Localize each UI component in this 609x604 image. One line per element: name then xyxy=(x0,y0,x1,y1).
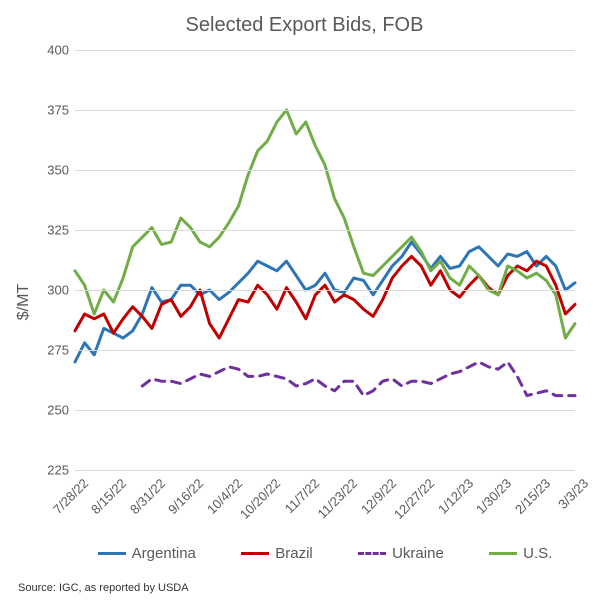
x-tick-label: 8/15/22 xyxy=(83,470,130,517)
x-tick-label: 2/15/23 xyxy=(506,470,553,517)
y-tick-label: 325 xyxy=(47,223,69,238)
y-tick-label: 300 xyxy=(47,283,69,298)
legend-item-u-s-: U.S. xyxy=(489,545,552,562)
legend-swatch xyxy=(358,552,386,555)
x-tick-label: 12/27/22 xyxy=(385,470,437,522)
legend-swatch xyxy=(98,552,126,555)
gridline xyxy=(75,410,575,411)
x-tick-label: 1/12/23 xyxy=(429,470,476,517)
legend: Argentina Brazil Ukraine U.S. xyxy=(75,545,575,562)
y-tick-label: 275 xyxy=(47,343,69,358)
y-tick-label: 225 xyxy=(47,463,69,478)
x-tick-label: 9/16/22 xyxy=(160,470,207,517)
series-line-u-s- xyxy=(75,110,575,338)
y-tick-label: 250 xyxy=(47,403,69,418)
legend-label: U.S. xyxy=(523,545,552,562)
y-tick-label: 350 xyxy=(47,163,69,178)
legend-item-ukraine: Ukraine xyxy=(358,545,444,562)
series-line-argentina xyxy=(75,242,575,362)
x-tick-label: 10/20/22 xyxy=(232,470,284,522)
legend-swatch xyxy=(489,552,517,555)
plot-area: 2252502753003253503754007/28/228/15/228/… xyxy=(75,50,575,470)
chart-title: Selected Export Bids, FOB xyxy=(0,14,609,37)
gridline xyxy=(75,290,575,291)
x-tick-label: 3/3/23 xyxy=(549,470,591,512)
legend-item-brazil: Brazil xyxy=(241,545,313,562)
legend-swatch xyxy=(241,552,269,555)
chart-container: { "chart": { "type": "line", "title": "S… xyxy=(0,0,609,604)
x-tick-label: 8/31/22 xyxy=(121,470,168,517)
gridline xyxy=(75,230,575,231)
x-tick-label: 1/30/23 xyxy=(467,470,514,517)
y-axis-label: $/MT xyxy=(15,284,33,320)
x-tick-label: 11/23/22 xyxy=(309,470,360,521)
gridline xyxy=(75,50,575,51)
series-line-ukraine xyxy=(142,362,575,396)
source-note: Source: IGC, as reported by USDA xyxy=(18,582,189,594)
legend-label: Brazil xyxy=(275,545,313,562)
gridline xyxy=(75,110,575,111)
legend-label: Argentina xyxy=(132,545,196,562)
legend-item-argentina: Argentina xyxy=(98,545,196,562)
gridline xyxy=(75,350,575,351)
legend-label: Ukraine xyxy=(392,545,444,562)
line-series-svg xyxy=(75,50,575,470)
y-tick-label: 400 xyxy=(47,43,69,58)
y-tick-label: 375 xyxy=(47,103,69,118)
gridline xyxy=(75,170,575,171)
